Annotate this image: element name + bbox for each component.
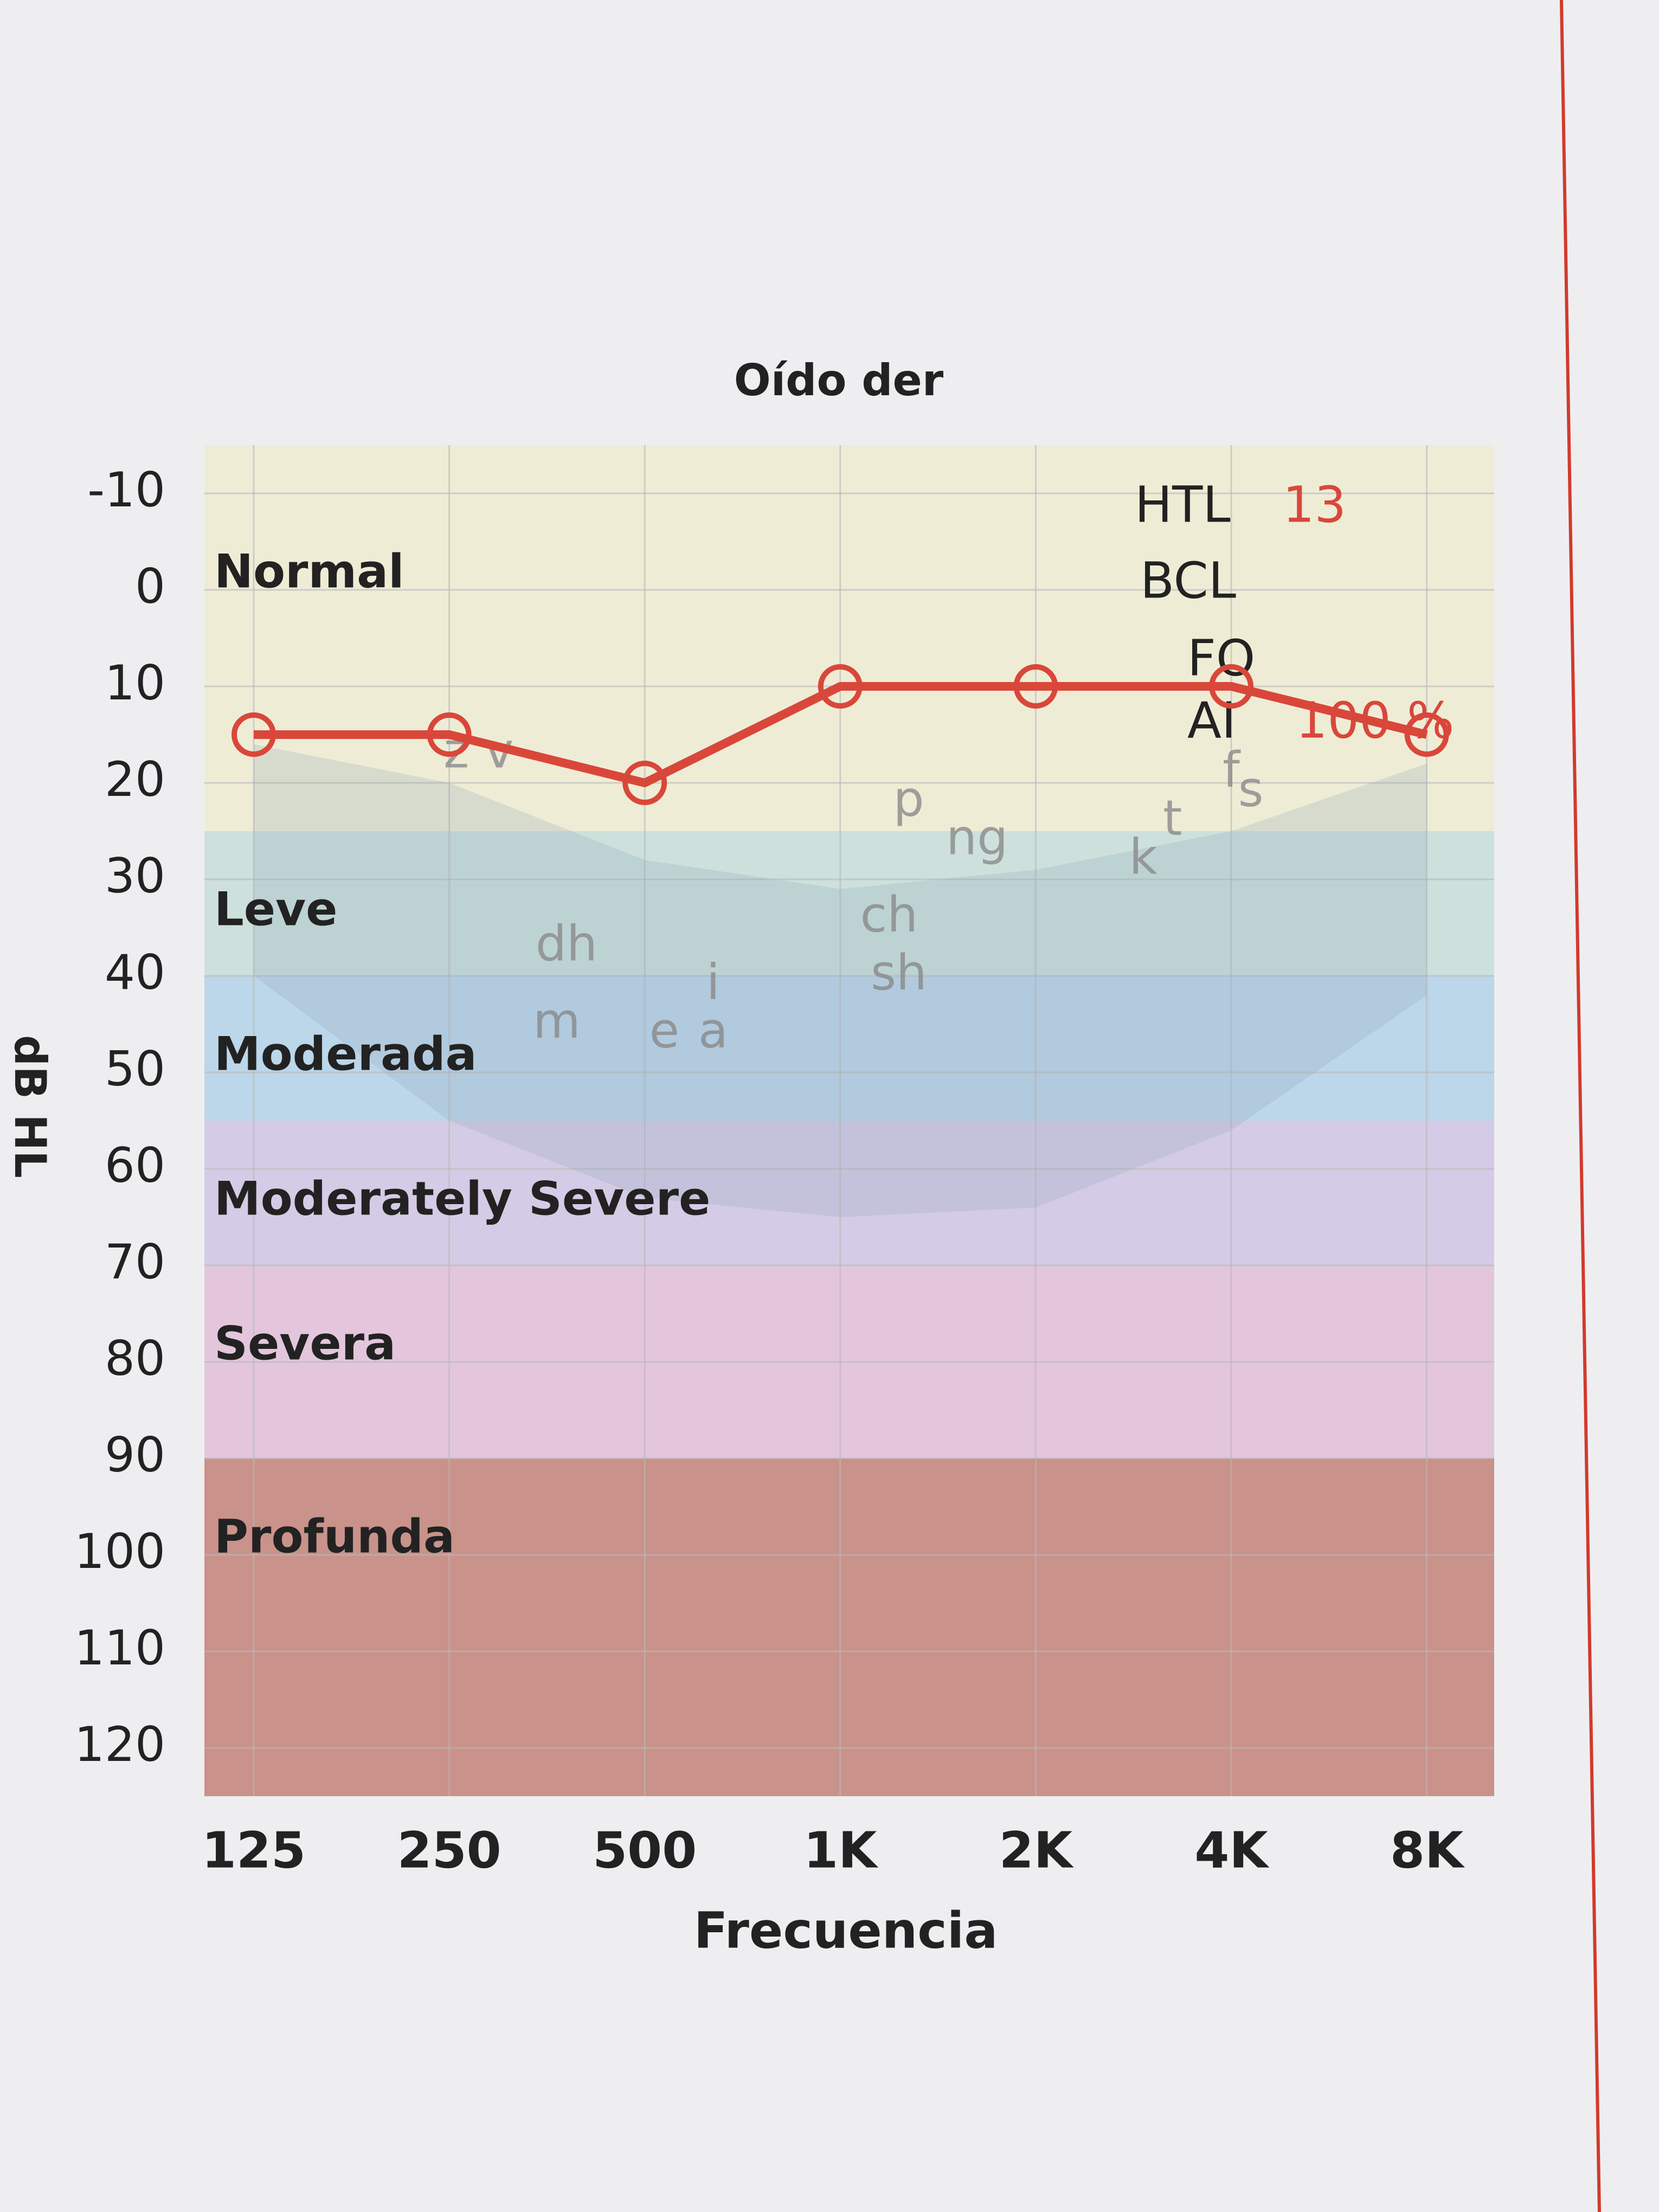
plot-area [204,445,1494,1796]
speech-sound: f [1223,742,1241,799]
y-tick-label: -10 [87,462,165,518]
band-label: Severa [214,1316,396,1371]
speech-sound: m [533,993,581,1050]
data-point [1013,664,1058,709]
x-tick-label: 8K [1390,1821,1465,1879]
y-tick-label: 60 [105,1137,165,1193]
x-axis-label: Frecuencia [694,1901,998,1959]
speech-sound: sh [871,944,927,1001]
speech-sound: s [1238,761,1264,818]
speech-sound: i [706,954,720,1011]
y-tick-label: 50 [105,1041,165,1097]
chart-title: Oído der [734,355,944,406]
severity-band [204,1121,1494,1265]
x-tick-label: 250 [397,1821,501,1879]
speech-sound: ch [860,886,918,943]
y-tick-label: 20 [105,751,165,807]
data-point [1209,664,1253,709]
y-tick-label: 110 [74,1620,165,1676]
speech-sound: p [893,770,924,827]
speech-sound: t [1163,790,1182,847]
ai-label: AI [1187,691,1236,749]
data-point [622,761,667,805]
severity-band [204,976,1494,1121]
y-tick-label: 0 [135,558,165,614]
speech-sound: a [698,1002,728,1059]
y-tick-label: 40 [105,944,165,1000]
band-label: Moderately Severe [214,1172,710,1226]
x-tick-label: 500 [593,1821,697,1879]
y-tick-label: 70 [105,1234,165,1290]
y-tick-label: 10 [105,655,165,711]
series-line [254,682,1428,787]
severity-band [204,445,1494,831]
band-label: Leve [214,882,338,936]
x-tick-label: 2K [999,1821,1075,1879]
paper-margin-line [1560,0,1601,2212]
data-point [427,712,472,757]
severity-band [204,1458,1494,1796]
speech-sound: ng [946,809,1008,866]
speech-sound: k [1129,828,1158,885]
x-tick-label: 4K [1194,1821,1270,1879]
htl-value: 13 [1283,475,1346,533]
speech-sound: e [650,1002,679,1059]
y-axis-label: dB HL [5,1035,55,1178]
fo-label: FO [1187,629,1255,687]
y-tick-label: 30 [105,848,165,904]
bcl-label: BCL [1140,551,1236,609]
band-label: Profunda [214,1509,455,1564]
severity-band [204,831,1494,976]
speech-sound: dh [536,915,597,972]
y-tick-label: 100 [74,1523,165,1579]
y-tick-label: 90 [105,1427,165,1483]
band-label: Moderada [214,1027,477,1081]
y-tick-label: 120 [74,1716,165,1772]
data-point [818,664,863,709]
data-point [232,712,276,757]
htl-label: HTL [1135,475,1231,533]
speech-banana [254,744,1427,1217]
band-label: Normal [214,544,404,599]
data-point [1404,712,1449,757]
x-tick-label: 125 [202,1821,306,1879]
x-tick-label: 1K [803,1821,879,1879]
y-tick-label: 80 [105,1330,165,1386]
